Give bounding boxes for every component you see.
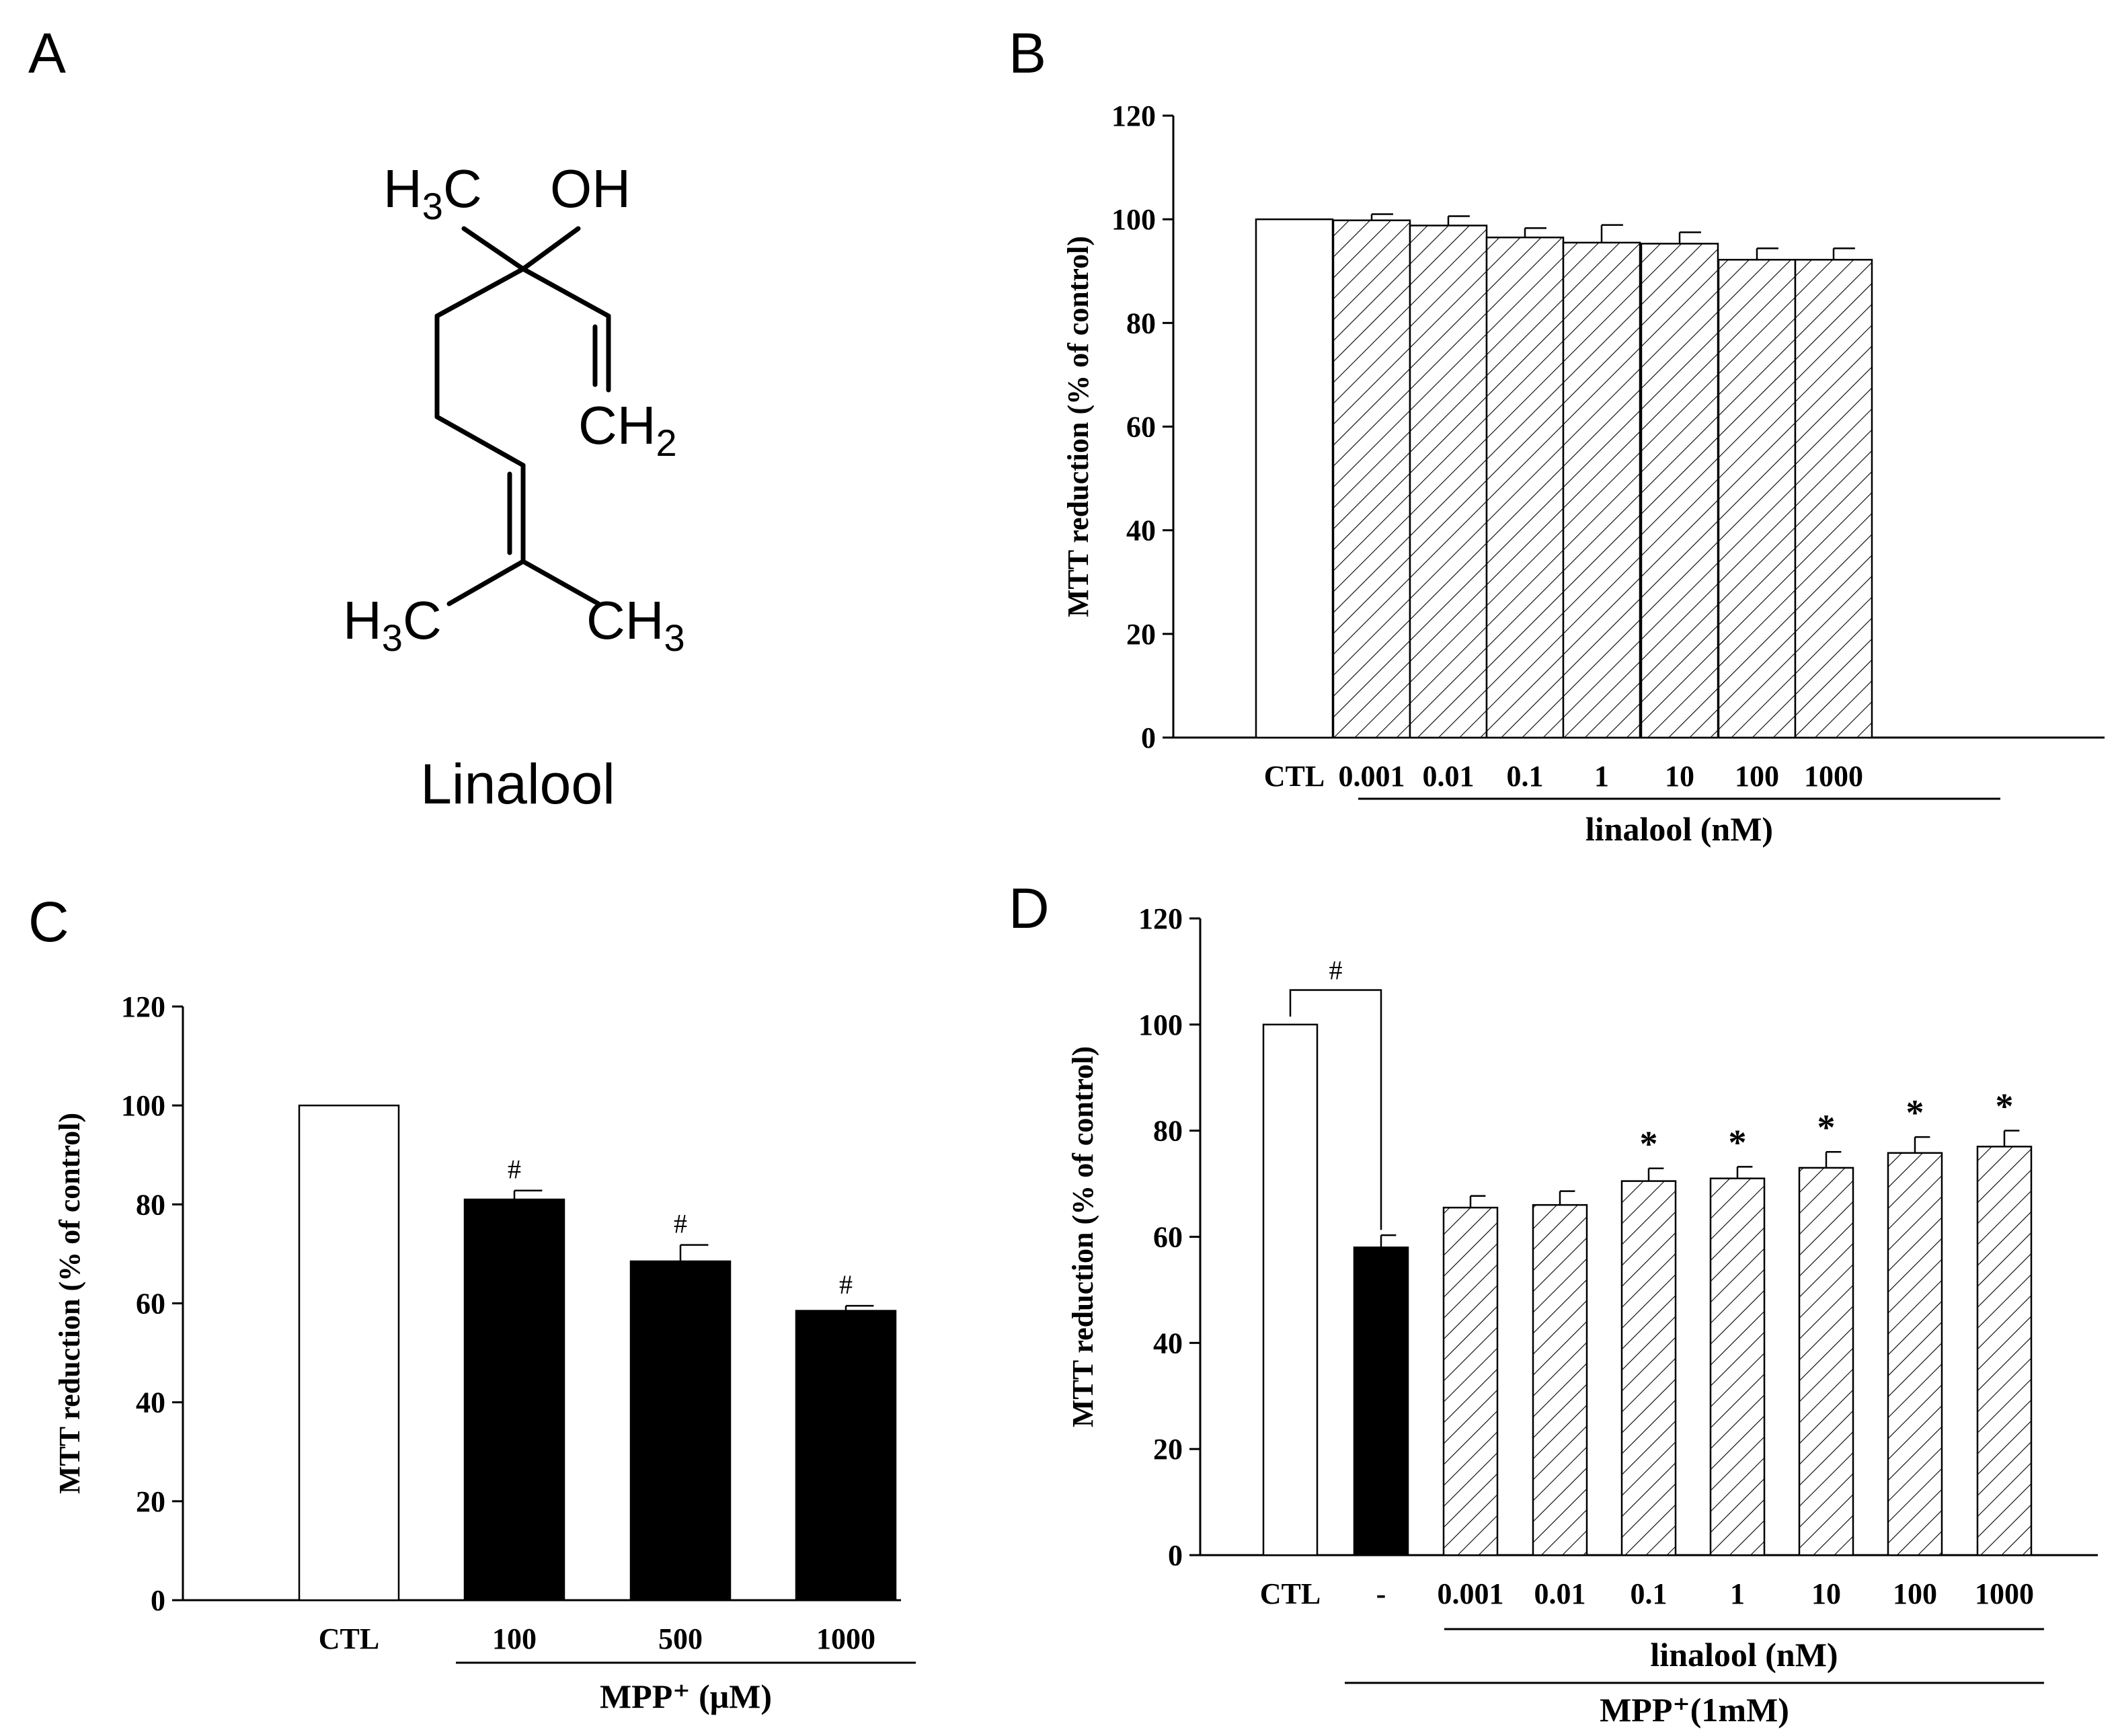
y-tick-label: 120 [1138,902,1183,935]
bracket-label: # [1329,955,1343,986]
atom-labels: H3C OH CH2 H3C CH3 [343,159,685,659]
y-tick-label: 40 [136,1386,165,1419]
y-axis-label: MTT reduction (% of control) [53,1113,86,1494]
y-tick-label: 40 [1153,1327,1183,1359]
x-tick-label: 100 [492,1622,537,1655]
y-tick-label: 60 [136,1288,165,1320]
y-tick-label: 120 [1111,100,1156,132]
significance-mark: * [1906,1093,1924,1133]
bar [1353,1247,1409,1556]
bar [1620,1180,1677,1556]
y-tick-label: 100 [1111,203,1156,236]
significance-mark: * [1996,1087,2014,1127]
y-tick-label: 20 [1153,1433,1183,1466]
x-tick-label: 500 [658,1622,703,1655]
linalool-structure [434,226,611,606]
y-tick-label: 40 [1126,514,1156,547]
bar [1409,225,1488,739]
y-tick-label: 0 [1141,721,1156,754]
significance-bracket [1289,989,1382,1230]
panel-label-c: C [28,890,69,953]
x-tick-label: CTL [1264,760,1325,793]
bar [1798,1167,1854,1556]
compound-name: Linalool [420,752,615,816]
x-tick-label: CTL [319,1622,379,1655]
y-tick-label: 0 [151,1584,165,1617]
bar [1887,1152,1943,1556]
bar [463,1198,565,1602]
x-tick-label: 0.1 [1507,760,1544,793]
y-tick-label: 80 [1153,1115,1183,1148]
bar [1717,259,1797,739]
bar [1562,241,1641,739]
bar [629,1260,732,1602]
group-label: MPP⁺(1mM) [1600,1691,1789,1729]
x-tick-label: 0.001 [1438,1577,1504,1610]
significance-mark: # [508,1154,521,1185]
x-tick-label: 10 [1665,760,1694,793]
x-tick-label: 0.1 [1631,1577,1668,1610]
bar [1332,219,1411,739]
chart-d: 0 20 40 60 80 100 120 MTT reduction (% of contr… [1066,902,2098,1729]
significance-mark: # [839,1269,853,1300]
significance-mark: * [1640,1124,1658,1165]
group-label: linalool (nM) [1650,1636,1838,1673]
x-tick-label: 0.01 [1423,760,1475,793]
y-tick-label: 0 [1168,1539,1183,1572]
x-tick-label: 1000 [1804,760,1863,793]
x-tick-label: - [1376,1577,1386,1610]
atom-h3c-bottom: H3C [343,590,442,659]
y-tick-label: 100 [121,1089,165,1122]
x-tick-label: 10 [1811,1577,1841,1610]
panel-label-b: B [1009,22,1046,85]
bar [1640,243,1719,739]
atom-ch3: CH3 [586,590,685,659]
chart-c: 0 20 40 60 80 100 120 MTT reduction (% of contr… [53,990,916,1715]
atom-oh: OH [550,159,631,219]
y-axis-label: MTT reduction (% of control) [1062,236,1095,617]
y-tick-label: 60 [1126,411,1156,444]
chart-b: 0 20 40 60 80 100 120 MTT reduction (% of contr… [1062,100,2105,848]
bar [1255,218,1334,739]
y-tick-label: 20 [1126,618,1156,651]
y-tick-label: 80 [1126,307,1156,340]
x-tick-label: 1 [1594,760,1609,793]
y-tick-label: 100 [1138,1009,1183,1041]
atom-ch2: CH2 [578,395,677,464]
x-tick-label: 1000 [816,1622,875,1655]
bar [795,1310,897,1602]
bar [1485,236,1565,739]
x-tick-label: CTL [1260,1577,1321,1610]
y-tick-label: 20 [136,1485,165,1518]
bar [1794,259,1873,739]
bar [298,1104,400,1602]
group-label: linalool (nM) [1585,810,1773,848]
x-tick-label: 100 [1893,1577,1937,1610]
y-tick-label: 120 [121,990,165,1023]
x-tick-label: 1000 [1975,1577,2034,1610]
y-tick-label: 80 [136,1188,165,1221]
x-tick-label: 0.001 [1339,760,1405,793]
bar [1532,1204,1588,1556]
bar [1262,1023,1319,1556]
bar [1442,1206,1499,1556]
x-tick-label: 1 [1730,1577,1745,1610]
x-tick-label: 100 [1735,760,1779,793]
significance-mark: * [1817,1107,1836,1148]
bar [1709,1177,1766,1556]
panel-label-d: D [1009,877,1050,940]
group-label: MPP⁺ (μM) [600,1678,772,1715]
x-tick-label: 0.01 [1534,1577,1586,1610]
y-axis-label: MTT reduction (% of control) [1066,1046,1099,1427]
y-tick-label: 60 [1153,1221,1183,1254]
panel-label-a: A [28,22,66,85]
atom-h3c-top: H3C [383,159,482,227]
significance-mark: # [674,1209,687,1239]
significance-mark: * [1729,1122,1747,1162]
bar [1976,1146,2033,1556]
